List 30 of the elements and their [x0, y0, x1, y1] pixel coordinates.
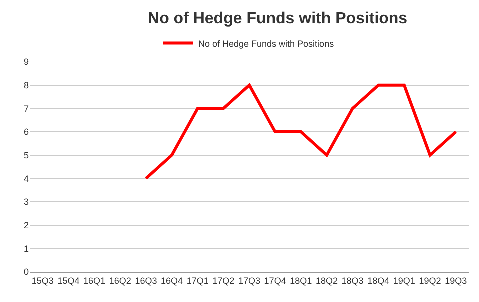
x-tick-label: 18Q2 — [316, 276, 338, 286]
x-tick-label: 19Q3 — [445, 276, 468, 286]
y-tick-label: 1 — [24, 244, 29, 254]
x-tick-label: 16Q3 — [135, 276, 158, 286]
x-tick-label: 17Q4 — [264, 276, 286, 286]
x-tick-label: 19Q2 — [419, 276, 442, 286]
x-tick-label: 18Q4 — [368, 276, 390, 286]
y-tick-label: 5 — [24, 150, 29, 160]
y-tick-label: 4 — [24, 174, 29, 184]
y-tick-label: 9 — [24, 57, 29, 68]
x-tick-label: 15Q3 — [32, 276, 54, 286]
x-tick-label: 15Q4 — [58, 276, 80, 286]
y-tick-label: 8 — [24, 80, 29, 90]
x-tick-label: 19Q1 — [393, 276, 416, 286]
y-tick-label: 3 — [24, 197, 29, 208]
legend-label: No of Hedge Funds with Positions — [198, 38, 335, 49]
x-tick-label: 16Q2 — [109, 276, 132, 286]
x-tick-label: 16Q4 — [161, 276, 184, 286]
x-tick-label: 17Q2 — [212, 276, 235, 286]
line-series — [144, 84, 458, 180]
y-tick-label: 2 — [24, 220, 29, 230]
x-tick-label: 18Q3 — [342, 276, 364, 286]
y-tick-label: 7 — [24, 104, 29, 114]
x-tick-label: 18Q1 — [290, 276, 312, 286]
chart-title: No of Hedge Funds with Positions — [148, 10, 408, 28]
x-tick-label: 16Q1 — [84, 276, 106, 286]
x-tick-label: 17Q3 — [238, 276, 261, 286]
x-tick-label: 17Q1 — [186, 276, 209, 286]
y-tick-label: 6 — [24, 127, 29, 138]
y-tick-label: 0 — [24, 267, 29, 278]
